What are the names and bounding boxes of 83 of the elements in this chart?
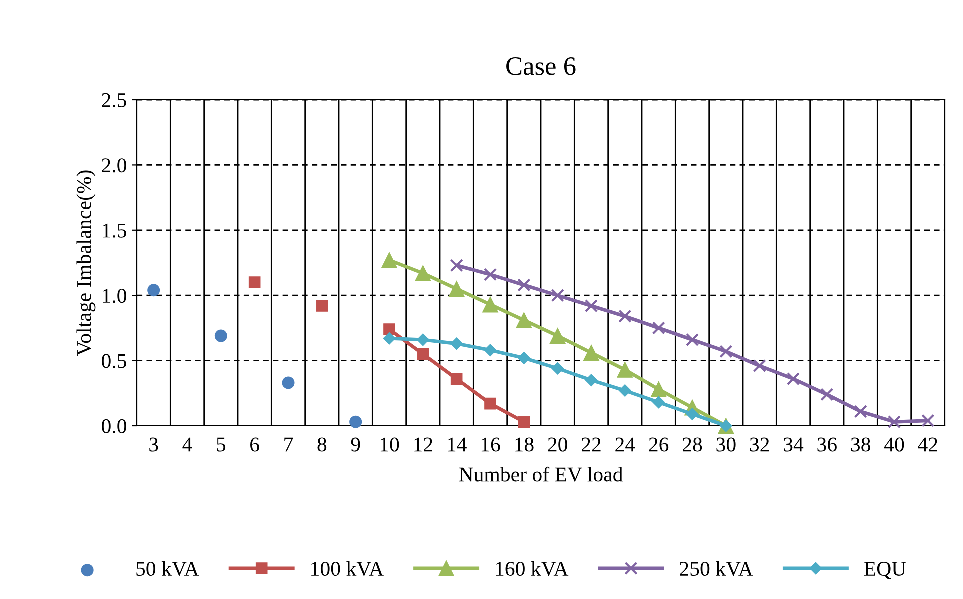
point <box>888 415 902 429</box>
point <box>416 334 430 346</box>
x-tick-label: 32 <box>750 438 770 452</box>
point <box>484 268 498 282</box>
y-tick-label: 2.0 <box>102 158 126 173</box>
point <box>450 338 464 350</box>
y-tick-label: 1.5 <box>103 224 126 238</box>
point <box>618 384 632 398</box>
x-tick-label: 34 <box>784 438 804 452</box>
x-tick-label: 7 <box>284 438 294 452</box>
x-tick-label: 10 <box>380 438 400 452</box>
x-tick-label: 24 <box>616 438 636 452</box>
x-tick-label: 40 <box>884 438 904 452</box>
x-tick-label: 26 <box>649 438 669 452</box>
point <box>584 344 600 361</box>
point <box>450 259 464 272</box>
y-tick-label: 2.5 <box>102 93 126 108</box>
y-tick-label: 0.0 <box>102 419 126 434</box>
point <box>248 276 261 288</box>
y-tick-label: 0.5 <box>102 354 126 368</box>
point <box>686 333 700 347</box>
point <box>820 388 834 402</box>
point <box>652 396 666 409</box>
x-tick-label: 5 <box>217 438 226 452</box>
x-tick-label: 12 <box>414 438 432 452</box>
point <box>618 310 632 324</box>
point <box>720 345 733 358</box>
point <box>482 296 498 313</box>
point <box>552 362 564 375</box>
point <box>786 372 800 386</box>
point <box>652 322 666 335</box>
x-tick-label: 42 <box>918 438 938 452</box>
point <box>316 300 328 312</box>
x-tick-label: 3 <box>150 438 158 452</box>
point <box>282 376 295 390</box>
x-tick-label: 14 <box>448 438 467 452</box>
point <box>484 344 497 357</box>
y-tick-label: 1.0 <box>103 288 126 304</box>
point <box>585 374 598 387</box>
x-tick-label: 6 <box>250 438 260 452</box>
point <box>617 362 634 378</box>
point <box>550 328 566 344</box>
legend-label: 50 kVA <box>136 561 200 576</box>
point <box>148 284 160 297</box>
x-tick-label: 36 <box>818 438 837 452</box>
point <box>686 408 699 421</box>
x-tick-label: 28 <box>683 438 702 452</box>
x-axis-title: Number of EV load <box>459 466 624 482</box>
x-tick-label: 20 <box>548 438 568 452</box>
point <box>214 330 228 342</box>
x-tick-label: 4 <box>182 438 192 452</box>
point <box>551 289 564 302</box>
point <box>448 281 465 298</box>
point <box>383 332 396 345</box>
legend-label: 160 kVA <box>496 561 569 576</box>
x-tick-label: 16 <box>482 438 500 452</box>
point <box>922 414 935 428</box>
point <box>382 252 398 268</box>
point <box>518 278 531 292</box>
point <box>584 299 598 313</box>
point <box>350 416 362 428</box>
x-tick-label: 30 <box>716 438 736 452</box>
x-tick-label: 22 <box>582 438 601 452</box>
y-axis-title: Voltage Imbalance(%) <box>76 170 96 356</box>
point <box>518 416 530 428</box>
x-tick-label: 9 <box>351 438 360 452</box>
x-tick-label: 38 <box>851 438 870 452</box>
x-tick-label: 18 <box>516 438 534 452</box>
point <box>650 382 667 398</box>
chart-title: Case 6 <box>506 58 576 76</box>
point <box>854 405 868 418</box>
legend-label: EQU <box>864 562 906 580</box>
legend-label: 100 kVA <box>312 561 384 576</box>
point <box>753 359 766 373</box>
point <box>516 312 532 328</box>
point <box>518 352 530 364</box>
point <box>450 373 463 385</box>
point <box>417 348 430 360</box>
x-tick-label: 8 <box>318 438 327 452</box>
point <box>384 324 396 336</box>
point <box>484 398 496 410</box>
legend-label: 250 kVA <box>680 561 754 576</box>
point <box>415 265 432 282</box>
